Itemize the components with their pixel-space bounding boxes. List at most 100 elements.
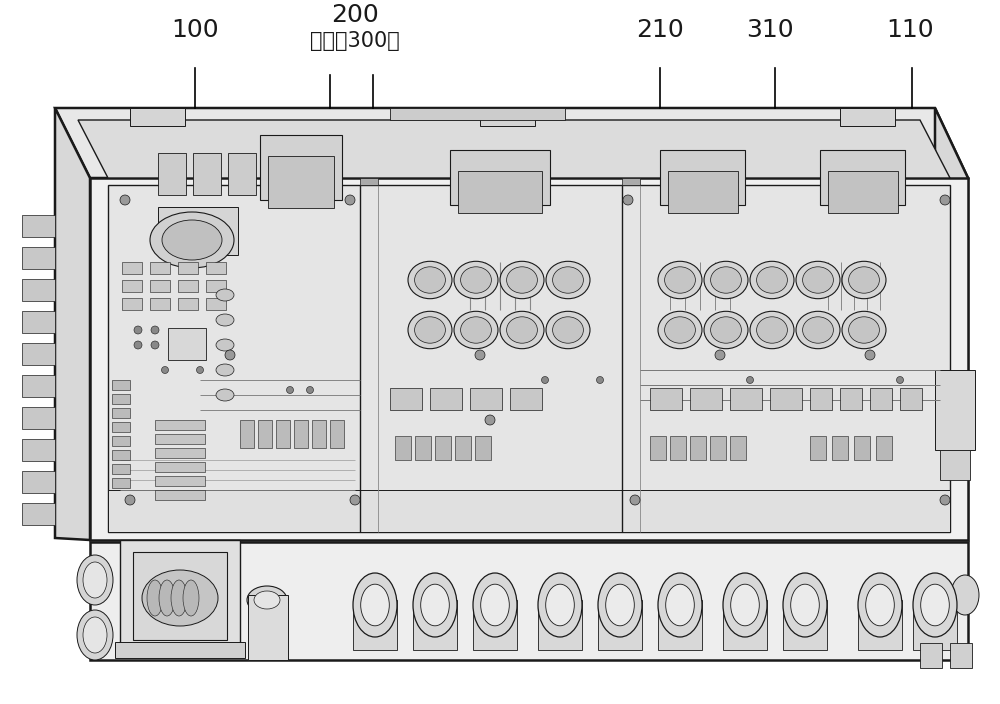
Bar	[413, 600, 457, 650]
Circle shape	[865, 350, 875, 360]
Bar	[150, 280, 170, 292]
Circle shape	[896, 377, 904, 384]
Bar	[294, 420, 308, 448]
Circle shape	[225, 350, 235, 360]
Ellipse shape	[921, 584, 949, 626]
Ellipse shape	[216, 389, 234, 401]
Bar	[475, 436, 491, 460]
Ellipse shape	[665, 317, 695, 343]
Ellipse shape	[658, 311, 702, 348]
Ellipse shape	[658, 261, 702, 298]
Ellipse shape	[711, 267, 741, 293]
Ellipse shape	[83, 617, 107, 653]
Ellipse shape	[415, 267, 445, 293]
Bar	[228, 153, 256, 195]
Text: 110: 110	[886, 18, 934, 42]
Polygon shape	[22, 503, 55, 525]
Ellipse shape	[546, 311, 590, 348]
Ellipse shape	[454, 311, 498, 348]
Bar	[820, 150, 905, 205]
Circle shape	[623, 195, 633, 205]
Bar	[150, 262, 170, 274]
Ellipse shape	[598, 573, 642, 637]
Ellipse shape	[704, 311, 748, 348]
Bar	[258, 420, 272, 448]
Ellipse shape	[538, 573, 582, 637]
Ellipse shape	[500, 311, 544, 348]
Bar	[112, 408, 130, 418]
Ellipse shape	[77, 610, 113, 660]
Circle shape	[306, 386, 314, 394]
Polygon shape	[390, 108, 565, 120]
Ellipse shape	[408, 261, 452, 298]
Text: 100: 100	[171, 18, 219, 42]
Bar	[810, 436, 826, 460]
Ellipse shape	[849, 317, 879, 343]
Text: 310: 310	[746, 18, 794, 42]
Bar	[178, 298, 198, 310]
Ellipse shape	[803, 267, 833, 293]
Bar	[122, 298, 142, 310]
Ellipse shape	[183, 580, 199, 616]
Bar	[122, 280, 142, 292]
Circle shape	[542, 377, 548, 384]
Bar	[473, 600, 517, 650]
Bar	[168, 328, 206, 360]
Bar	[538, 600, 582, 650]
Bar	[112, 380, 130, 390]
Ellipse shape	[913, 573, 957, 637]
Bar	[770, 388, 802, 410]
Polygon shape	[840, 108, 895, 126]
Ellipse shape	[866, 584, 894, 626]
Ellipse shape	[500, 261, 544, 298]
Bar	[178, 280, 198, 292]
Polygon shape	[480, 108, 535, 126]
Circle shape	[162, 367, 168, 374]
Bar	[854, 436, 870, 460]
Bar	[730, 388, 762, 410]
Polygon shape	[55, 108, 968, 178]
Bar	[670, 436, 686, 460]
Bar	[658, 600, 702, 650]
Circle shape	[134, 341, 142, 349]
Ellipse shape	[461, 267, 491, 293]
Bar	[112, 422, 130, 432]
Bar	[155, 462, 205, 472]
Ellipse shape	[507, 317, 537, 343]
Circle shape	[350, 495, 360, 505]
Bar	[330, 420, 344, 448]
Polygon shape	[22, 471, 55, 493]
Ellipse shape	[421, 584, 449, 626]
Circle shape	[630, 495, 640, 505]
Ellipse shape	[142, 570, 218, 626]
Polygon shape	[360, 178, 378, 185]
Bar	[690, 388, 722, 410]
Polygon shape	[22, 279, 55, 301]
Circle shape	[287, 386, 294, 394]
Bar	[155, 476, 205, 486]
Bar	[155, 490, 205, 500]
Ellipse shape	[481, 584, 509, 626]
Polygon shape	[935, 370, 975, 450]
Ellipse shape	[783, 573, 827, 637]
Text: 200: 200	[331, 4, 379, 27]
Bar	[268, 156, 334, 208]
Ellipse shape	[415, 317, 445, 343]
Ellipse shape	[361, 584, 389, 626]
Bar	[458, 171, 542, 213]
Bar	[353, 600, 397, 650]
Bar	[870, 388, 892, 410]
Bar	[900, 388, 922, 410]
Circle shape	[940, 195, 950, 205]
Bar	[178, 262, 198, 274]
Bar	[240, 420, 254, 448]
Polygon shape	[90, 178, 968, 540]
Ellipse shape	[216, 289, 234, 301]
Bar	[206, 262, 226, 274]
Bar	[122, 262, 142, 274]
Bar	[450, 150, 550, 205]
Ellipse shape	[666, 584, 694, 626]
Bar	[415, 436, 431, 460]
Text: 210: 210	[636, 18, 684, 42]
Bar	[312, 420, 326, 448]
